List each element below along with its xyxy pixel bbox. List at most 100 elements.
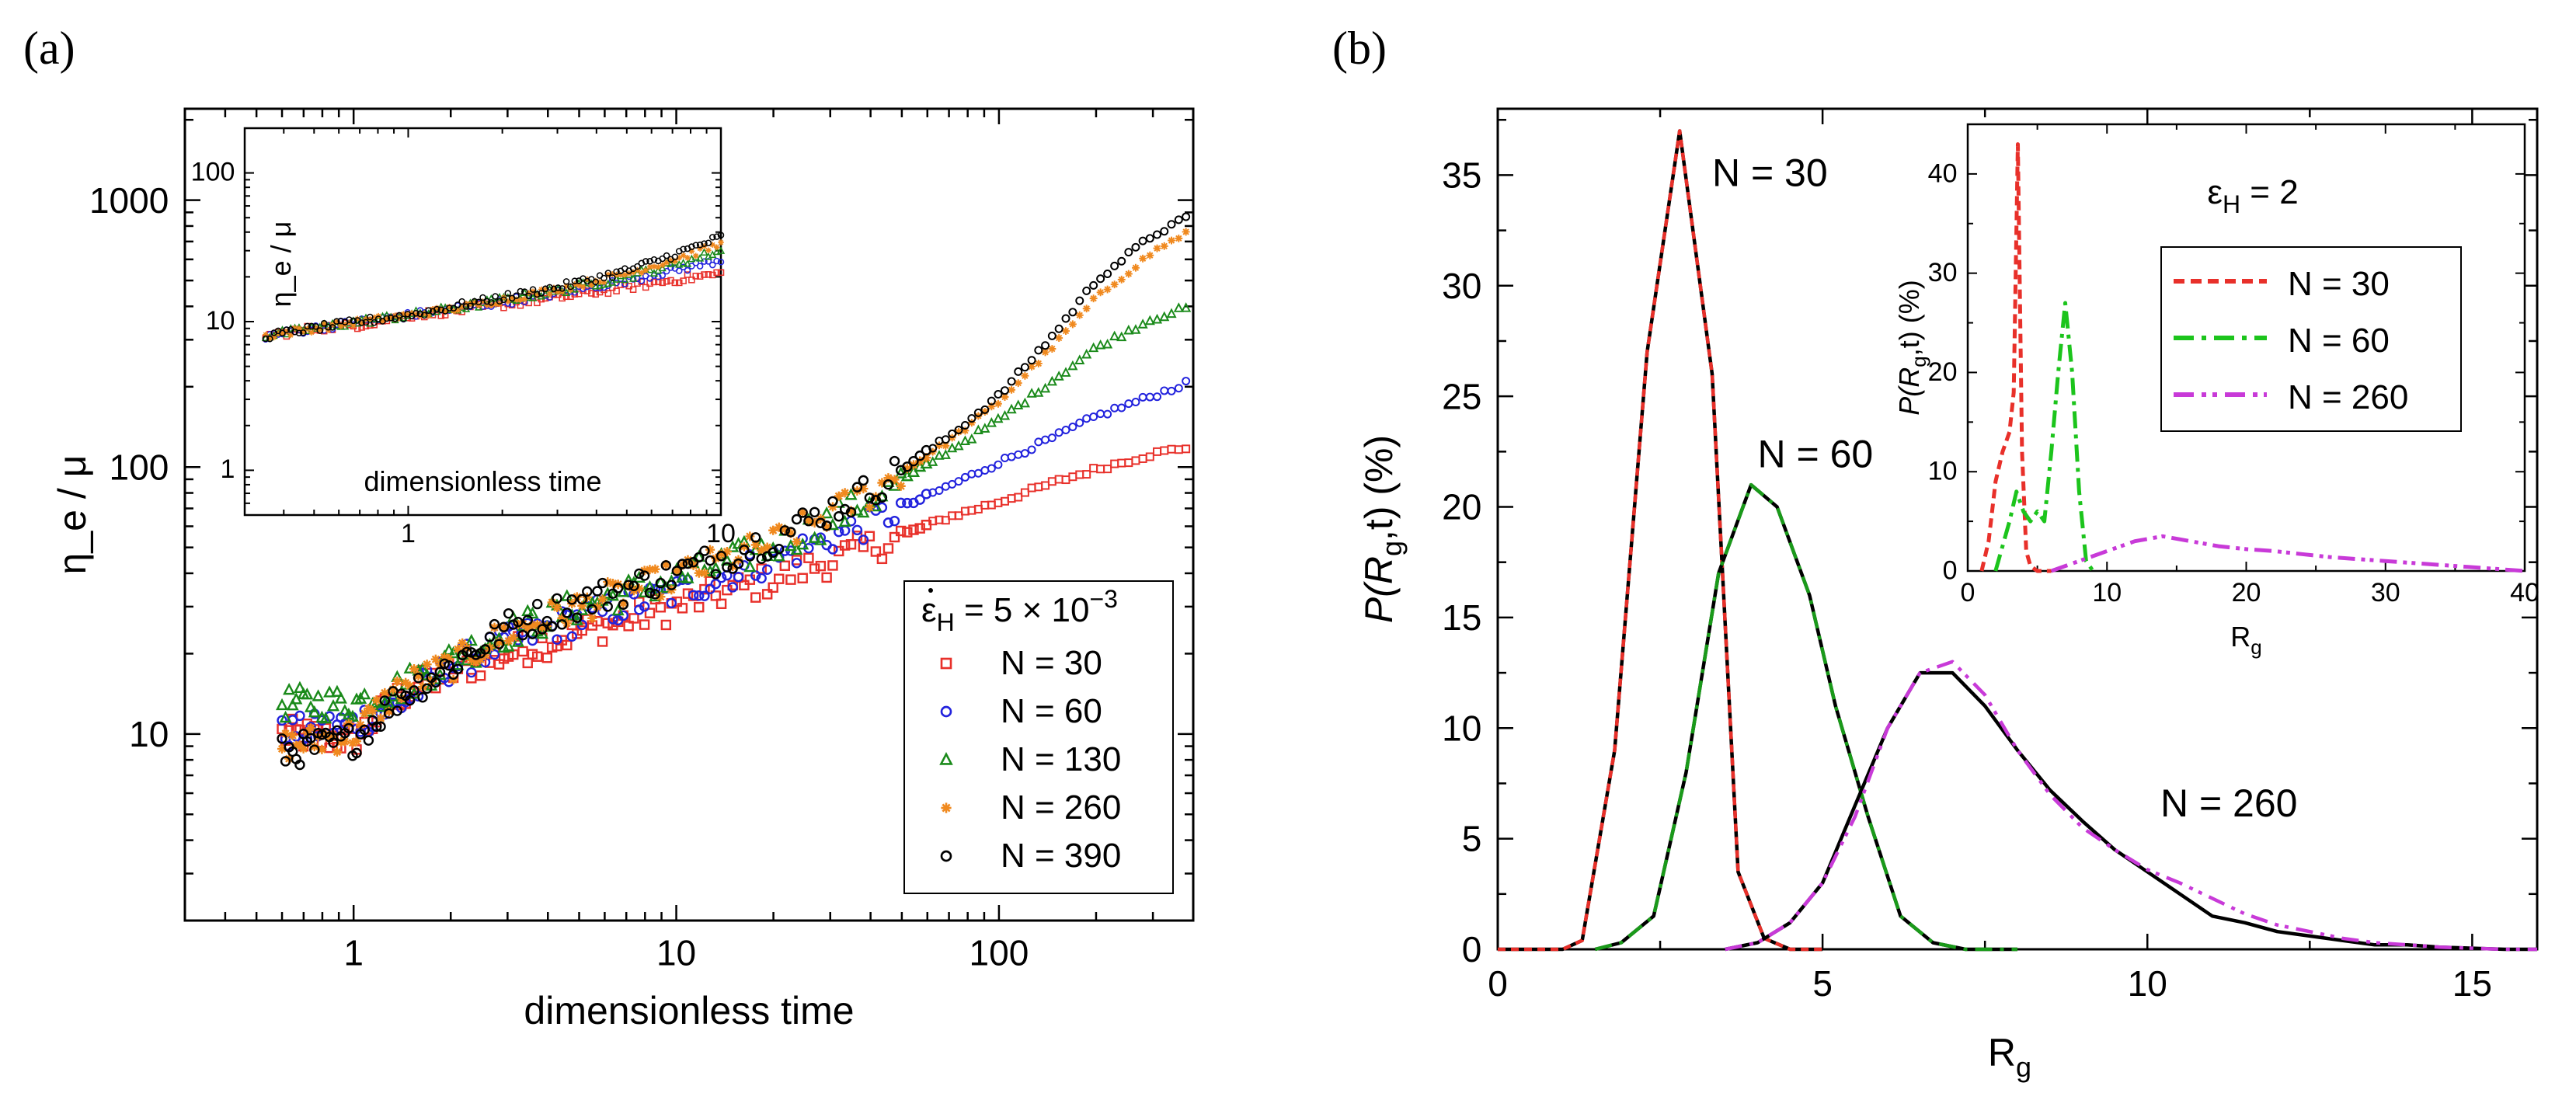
data-point — [502, 639, 515, 652]
inset-data-point — [672, 258, 678, 265]
data-point — [537, 622, 548, 632]
inset-data-point — [671, 253, 679, 261]
data-point — [1047, 331, 1057, 340]
inset-data-point — [646, 275, 653, 282]
data-point — [522, 657, 533, 669]
data-point — [1013, 399, 1024, 410]
inset-data-point — [525, 292, 532, 300]
inset-data-point — [663, 277, 670, 285]
data-point — [294, 740, 305, 750]
panel-a-y-tick-label: 100 — [110, 447, 169, 487]
inset-data-point — [263, 331, 269, 338]
legend-marker — [941, 802, 952, 813]
panel-b-inset-series-line-0 — [1979, 142, 2052, 573]
data-point — [928, 444, 938, 453]
data-point — [557, 613, 567, 623]
data-point — [895, 497, 907, 509]
data-point — [1096, 409, 1105, 419]
data-point — [699, 590, 710, 601]
inset-data-point — [529, 286, 537, 293]
inset-data-point — [487, 294, 496, 302]
inset-data-point — [358, 319, 365, 326]
data-point — [947, 442, 958, 453]
data-point — [1116, 331, 1127, 342]
data-point — [1137, 319, 1148, 329]
inset-data-point — [680, 277, 687, 284]
data-point — [671, 566, 683, 576]
inset-data-point — [513, 292, 520, 299]
inset-data-point — [718, 239, 724, 245]
panel-b-inset-x-tick-label: 40 — [2510, 578, 2539, 607]
data-point — [1068, 308, 1077, 317]
data-point — [1074, 354, 1085, 364]
data-point — [688, 560, 698, 570]
panel-b-annotation: N = 60 — [1758, 432, 1874, 475]
inset-data-point — [559, 285, 566, 292]
data-point — [876, 492, 888, 503]
panel-a-legend-title: εH = 5 × 10−3 — [921, 585, 1118, 636]
data-point — [409, 685, 419, 696]
data-point — [699, 545, 710, 556]
data-point — [757, 545, 767, 555]
data-point — [1145, 452, 1154, 461]
legend-title-value: = 2 — [2240, 173, 2299, 211]
data-point — [628, 580, 639, 591]
data-point — [720, 553, 733, 566]
data-point — [1117, 256, 1126, 266]
data-point — [761, 589, 773, 600]
inset-data-point — [708, 234, 716, 241]
data-point — [774, 573, 785, 584]
panel-a-label: (a) — [23, 23, 75, 74]
inset-data-point — [713, 233, 720, 240]
data-point — [994, 399, 1002, 408]
data-point — [1054, 475, 1063, 484]
data-point — [987, 402, 996, 411]
data-point — [716, 549, 726, 559]
data-point — [821, 520, 832, 531]
axis-title-rest: ,t) (%) — [1893, 280, 1925, 356]
data-point — [650, 564, 660, 574]
panel-a-x-axis-title: dimensionless time — [524, 989, 854, 1032]
data-point — [343, 722, 354, 734]
inset-data-point — [609, 271, 616, 277]
inset-data-point — [713, 269, 720, 277]
data-point — [676, 570, 689, 583]
data-point — [722, 562, 733, 573]
data-point — [803, 516, 814, 527]
inset-data-point — [484, 301, 490, 308]
data-point — [1153, 244, 1161, 252]
inset-data-point — [433, 305, 440, 313]
data-point — [417, 692, 428, 703]
inset-data-point — [576, 282, 583, 289]
inset-data-point — [591, 281, 600, 290]
data-point — [710, 569, 722, 580]
panel-b-inset-y-tick-label: 30 — [1928, 258, 1958, 287]
inset-data-point — [658, 263, 667, 272]
data-point — [1139, 254, 1147, 263]
panel-a-y-tick-label: 1000 — [89, 180, 169, 221]
data-point — [973, 424, 983, 435]
inset-data-point — [350, 317, 357, 325]
data-point — [1055, 334, 1063, 343]
legend-title-symbol: ε — [921, 591, 937, 629]
legend-marker — [940, 657, 952, 670]
data-point — [803, 515, 813, 525]
inset-data-point — [483, 298, 491, 305]
data-point — [466, 667, 477, 678]
panel-a-legend-label: N = 130 — [1001, 740, 1121, 778]
data-point — [517, 629, 528, 641]
data-point — [1174, 384, 1183, 393]
inset-data-point — [584, 276, 590, 283]
inset-data-point — [717, 231, 725, 238]
panel-b-inset-legend-title: εH = 2 — [2207, 173, 2298, 218]
data-point — [733, 558, 744, 569]
data-point — [570, 613, 583, 625]
inset-data-point — [634, 266, 641, 273]
data-point — [1067, 360, 1078, 371]
inset-data-point — [684, 266, 691, 274]
data-point — [694, 552, 705, 563]
inset-data-point — [312, 323, 319, 330]
inset-data-point — [384, 315, 390, 322]
data-point — [1046, 375, 1057, 386]
inset-data-point — [287, 332, 294, 339]
